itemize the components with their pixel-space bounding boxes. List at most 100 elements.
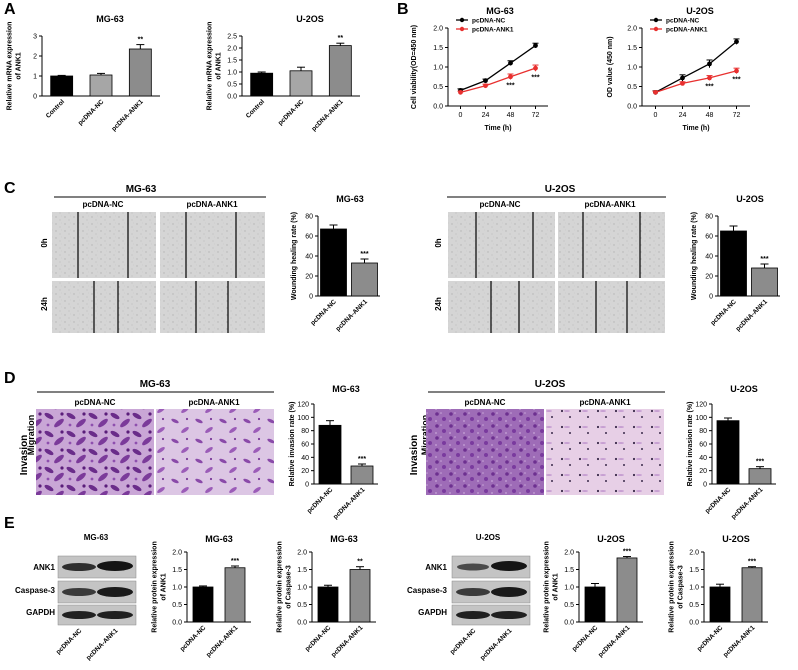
B1-series-1-point-1 — [483, 83, 488, 89]
E2-ylabel-1: of Caspase-3 — [286, 565, 293, 609]
B2-ytick-label-3: 1.5 — [627, 45, 637, 52]
micrograph-c-u2os-nc-0h — [448, 212, 555, 278]
E1-ytick-label-3: 1.5 — [172, 567, 182, 574]
A2-sig-2: ** — [338, 35, 344, 42]
E4-ylabel-0: Relative protein expression — [669, 541, 676, 632]
E3-ylabel-1: of ANK1 — [553, 573, 560, 600]
C1-ytick-label-1: 20 — [305, 274, 313, 281]
D1-ytick-label-2: 40 — [301, 455, 309, 462]
B2-series-0-point-3 — [734, 39, 739, 45]
chart-e2-mg63-casp3-protein: MG-63 0.0 0.5 1.0 1.5 2.0 Relative protein exp… — [277, 534, 376, 659]
panel-d-row-label-2: Invasion — [409, 435, 420, 476]
C1-xcat-1: pcDNA-ANK1 — [335, 298, 370, 333]
B1-ytick-label-0: 0.0 — [433, 104, 443, 111]
D1-bar-0 — [318, 424, 342, 485]
D1-ytick-label-5: 100 — [297, 415, 309, 422]
B1-ytick-label-4: 2.0 — [433, 26, 443, 33]
A1-ylabel-0: Relative mRNA expression — [7, 22, 14, 111]
B1-legend-marker-0 — [459, 17, 465, 23]
B2-series-1-point-3 — [734, 68, 739, 74]
chart-b1-mg63-viability: MG-63 0.0 0.5 1.0 1.5 2.0 Cell viability(OD=45… — [411, 6, 548, 132]
panel-letter-a: A — [4, 1, 16, 18]
A2-ylabel-0: Relative mRNA expression — [207, 22, 214, 111]
panel-d-mg63-title: MG-63 — [140, 379, 171, 390]
panel-c-u2os-col-ank1: pcDNA-ANK1 — [584, 200, 636, 209]
C1-ylabel-0: Wounding healing rate (%) — [291, 212, 298, 300]
A2-bar-0 — [250, 72, 274, 97]
blot-mg63-lane-nc: pcDNA-NC — [55, 627, 84, 656]
E3-sig-1: *** — [623, 549, 631, 556]
E4-xcat-0: pcDNA-NC — [696, 624, 725, 653]
E3-ytick-label-2: 1.0 — [564, 585, 574, 592]
B1-legend-label-1: pcDNA-ANK1 — [472, 27, 514, 34]
E3-ytick-label-0: 0.0 — [564, 620, 574, 627]
C1-xcat-0: pcDNA-NC — [309, 298, 338, 327]
panel-letter-b: B — [397, 1, 409, 18]
E1-ylabel-0: Relative protein expression — [152, 541, 159, 632]
B2-xtick-label-2: 48 — [706, 112, 714, 119]
D2-xcat-0: pcDNA-NC — [704, 486, 733, 515]
micrograph-d-u2os-nc — [426, 409, 544, 495]
B1-legend-label-0: pcDNA-NC — [472, 18, 506, 25]
A1-xcat-2: pcDNA-ANK1 — [110, 98, 145, 133]
D2-title: U-2OS — [730, 384, 758, 394]
E2-ytick-label-3: 1.5 — [297, 567, 307, 574]
D2-ytick-label-3: 60 — [699, 442, 707, 449]
panel-c-u2os-row-24h: 24h — [434, 297, 443, 311]
chart-e1-mg63-ank1-protein: MG-63 0.0 0.5 1.0 1.5 2.0 Relative protein exp… — [152, 534, 251, 659]
E4-ytick-label-3: 1.5 — [689, 567, 699, 574]
panel-c-u2os-title: U-2OS — [545, 184, 576, 195]
D2-ytick-label-1: 20 — [699, 468, 707, 475]
E2-title: MG-63 — [330, 534, 358, 544]
micrograph-c-u2os-ank1-24h — [558, 281, 665, 333]
E2-bar-1 — [349, 569, 371, 623]
A1-ytick-label-3: 3 — [33, 34, 37, 41]
B1-xtick-label-2: 48 — [507, 112, 515, 119]
B1-xtick-label-3: 72 — [532, 112, 540, 119]
E4-bar-1 — [741, 567, 763, 623]
B2-sig-3: *** — [732, 77, 740, 84]
blot-u2os-band-ank1: ANK1 — [425, 563, 447, 572]
D2-ylabel-0: Relative invasion rate (%) — [687, 402, 694, 487]
blot-u2os-band-casp3: Caspase-3 — [407, 586, 448, 595]
C2-ytick-label-4: 80 — [705, 214, 713, 221]
panel-c-row-label: Migration — [26, 415, 36, 456]
panel-d-row-label: Invasion — [19, 435, 30, 476]
A2-ytick-label-3: 1.5 — [227, 58, 237, 65]
D2-ytick-label-0: 0 — [703, 482, 707, 489]
panel-c-mg63-col-nc: pcDNA-NC — [83, 200, 124, 209]
D1-ytick-label-0: 0 — [305, 482, 309, 489]
panel-c-micrographs: MG-63 pcDNA-NC pcDNA-ANK1 Migration 0h 2… — [26, 184, 666, 455]
D1-xcat-0: pcDNA-NC — [306, 486, 335, 515]
panel-c-row-label-2: Migration — [420, 415, 430, 456]
E3-ylabel-0: Relative protein expression — [544, 541, 551, 632]
E2-ytick-label-2: 1.0 — [297, 585, 307, 592]
D2-bar-0 — [716, 420, 740, 485]
B2-legend-marker-1 — [653, 26, 659, 32]
D1-sig-1: *** — [358, 456, 366, 463]
E2-bar-0 — [317, 586, 339, 623]
chart-e3-u2os-ank1-protein: U-2OS 0.0 0.5 1.0 1.5 2.0 Relative protein exp… — [544, 534, 643, 659]
B2-title: U-2OS — [686, 6, 714, 16]
E1-ylabel-1: of ANK1 — [161, 573, 168, 600]
C2-sig-1: *** — [760, 256, 768, 263]
D2-sig-1: *** — [756, 459, 764, 466]
B2-series-1-point-2 — [707, 75, 712, 81]
D1-title: MG-63 — [332, 384, 360, 394]
C2-ytick-label-1: 20 — [705, 274, 713, 281]
E3-ytick-label-1: 0.5 — [564, 602, 574, 609]
panel-d-u2os-col-ank1: pcDNA-ANK1 — [579, 398, 631, 407]
panel-letter-e: E — [4, 515, 15, 532]
A1-xcat-0: Control — [45, 98, 66, 119]
A2-ytick-label-5: 2.5 — [227, 34, 237, 41]
E1-xcat-0: pcDNA-NC — [179, 624, 208, 653]
E2-xcat-1: pcDNA-ANK1 — [330, 624, 365, 659]
A1-ytick-label-1: 1 — [33, 74, 37, 81]
C2-ytick-label-0: 0 — [709, 294, 713, 301]
C1-bar-0 — [320, 228, 347, 297]
B1-ytick-label-1: 0.5 — [433, 84, 443, 91]
E3-xcat-0: pcDNA-NC — [571, 624, 600, 653]
panel-d-micrographs: MG-63 pcDNA-NC pcDNA-ANK1 Invasion U-2OS… — [19, 379, 665, 495]
